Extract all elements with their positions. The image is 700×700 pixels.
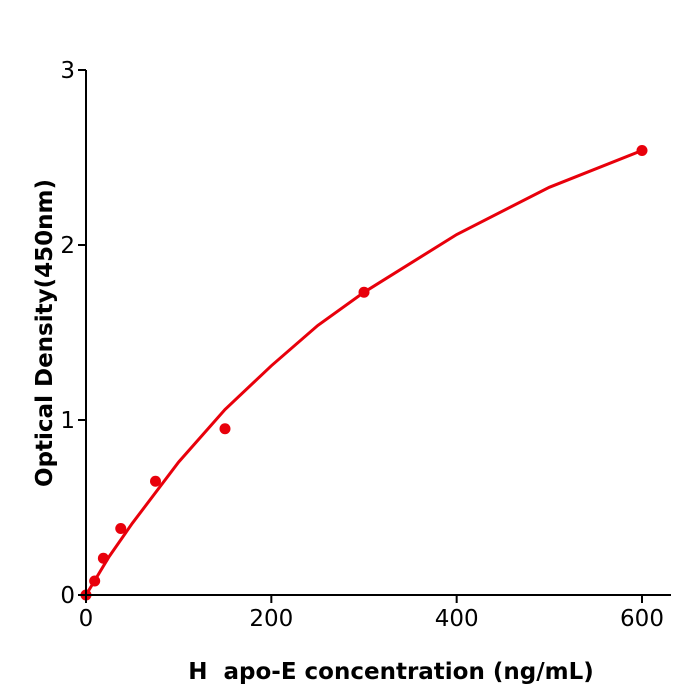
data-point xyxy=(150,475,161,487)
x-tick-label: 200 xyxy=(249,606,293,632)
x-tick-label: 400 xyxy=(435,606,479,632)
y-tick-label: 1 xyxy=(60,408,75,434)
y-tick-label: 2 xyxy=(60,233,75,259)
data-point xyxy=(636,145,648,156)
x-tick-label: 0 xyxy=(79,606,94,632)
data-point xyxy=(89,575,101,587)
data-point xyxy=(219,423,231,435)
data-point xyxy=(97,552,109,564)
fit-curve xyxy=(84,149,643,596)
y-axis-label: Optical Density(450nm) xyxy=(32,179,58,487)
x-tick-label: 600 xyxy=(620,606,664,632)
data-point xyxy=(115,523,127,534)
x-axis-label: H apo-E concentration (ng/mL) xyxy=(188,659,594,685)
y-tick-label: 0 xyxy=(60,583,75,609)
y-tick-label: 3 xyxy=(60,58,75,84)
data-point xyxy=(358,286,370,298)
